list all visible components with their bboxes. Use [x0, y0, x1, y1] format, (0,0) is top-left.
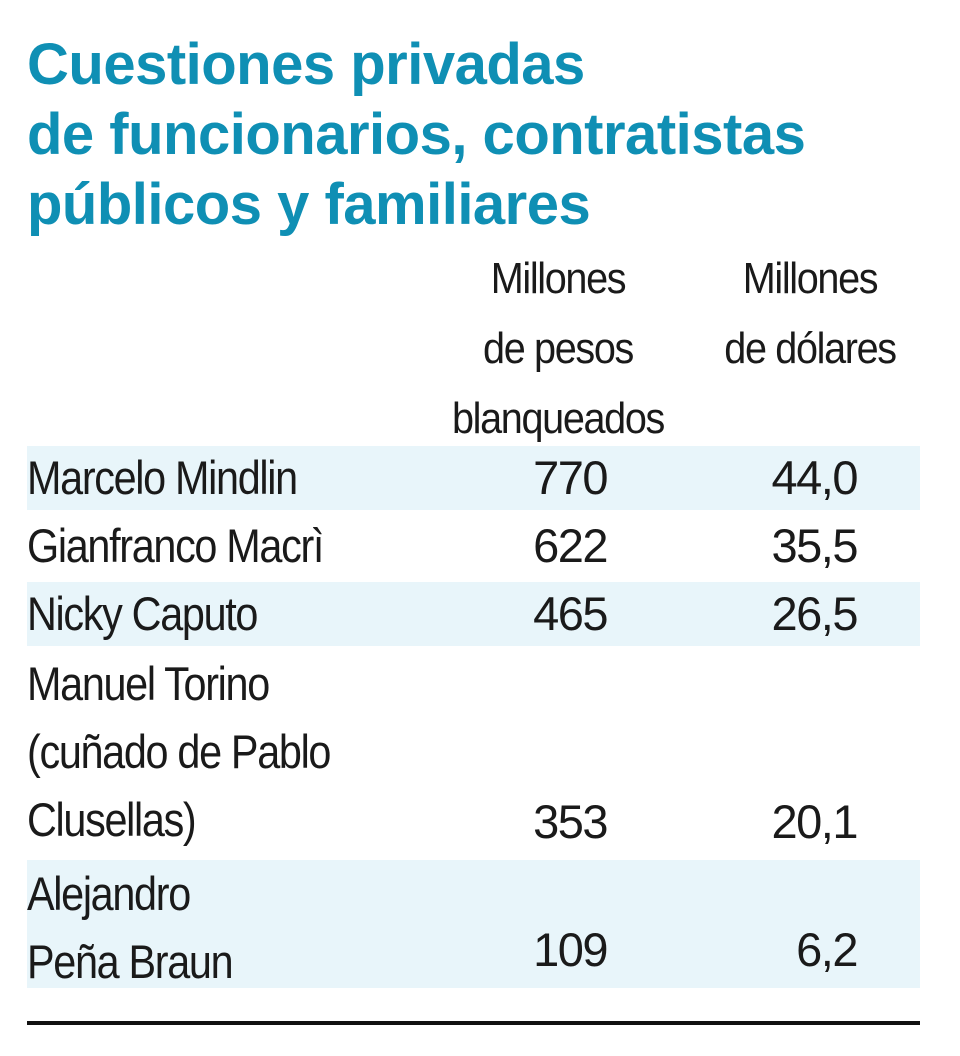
row-pesos-value: 622: [497, 512, 607, 580]
table-row: Alejandro Peña Braun 109 6,2: [27, 860, 920, 988]
table-row: Marcelo Mindlin 770 44,0: [27, 446, 920, 510]
row-dolares-value: 35,5: [732, 512, 857, 580]
table-title: Cuestiones privadas de funcionarios, con…: [27, 30, 947, 240]
row-dolares-value: 44,0: [732, 444, 857, 512]
column-header-dolares-line-2: de dólares: [680, 314, 941, 384]
row-name-line: Clusellas): [27, 786, 330, 854]
row-pesos-value: 465: [497, 580, 607, 648]
row-name-line: Gianfranco Macrì: [27, 512, 323, 580]
row-name: Nicky Caputo: [27, 580, 257, 648]
title-line-2: de funcionarios, contratistas: [27, 100, 947, 170]
column-header-pesos-line-2: de pesos: [423, 314, 693, 384]
row-dolares-value: 6,2: [732, 916, 857, 984]
row-name-line: Marcelo Mindlin: [27, 444, 297, 512]
title-line-3: públicos y familiares: [27, 170, 947, 240]
row-name-line: (cuñado de Pablo: [27, 718, 330, 786]
row-name-line: Peña Braun: [27, 928, 232, 996]
column-header-dolares: Millones de dólares: [680, 244, 941, 384]
table-row: Nicky Caputo 465 26,5: [27, 582, 920, 646]
row-name-line: Nicky Caputo: [27, 580, 257, 648]
row-name: Gianfranco Macrì: [27, 512, 323, 580]
table-row: Gianfranco Macrì 622 35,5: [27, 512, 920, 580]
row-pesos-value: 353: [497, 788, 607, 856]
row-name-line: Alejandro: [27, 860, 232, 928]
column-header-dolares-line-1: Millones: [680, 244, 941, 314]
table-row: Manuel Torino (cuñado de Pablo Clusellas…: [27, 650, 920, 860]
bottom-rule: [27, 1021, 920, 1025]
column-header-pesos: Millones de pesos blanqueados: [423, 244, 693, 454]
row-name-line: Manuel Torino: [27, 650, 330, 718]
column-header-pesos-line-1: Millones: [423, 244, 693, 314]
row-pesos-value: 109: [497, 916, 607, 984]
row-name: Alejandro Peña Braun: [27, 860, 232, 996]
row-dolares-value: 26,5: [732, 580, 857, 648]
row-name: Manuel Torino (cuñado de Pablo Clusellas…: [27, 650, 330, 854]
row-dolares-value: 20,1: [732, 788, 857, 856]
row-pesos-value: 770: [497, 444, 607, 512]
row-name: Marcelo Mindlin: [27, 444, 297, 512]
title-line-1: Cuestiones privadas: [27, 30, 947, 100]
